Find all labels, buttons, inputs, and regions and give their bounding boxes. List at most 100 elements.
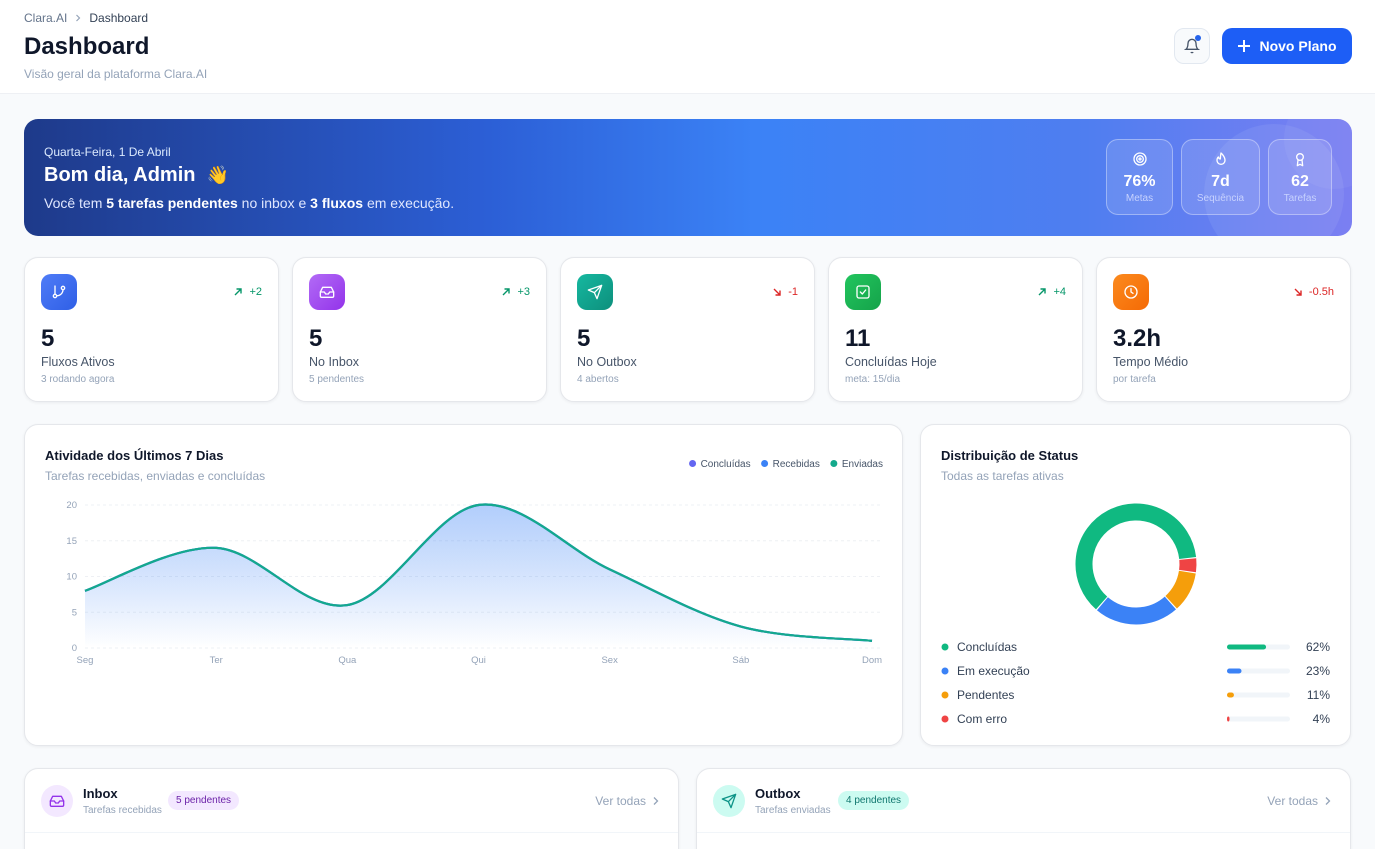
delta-text: +3 xyxy=(517,286,530,298)
badge-dot xyxy=(1195,35,1201,41)
delta-text: -0.5h xyxy=(1308,286,1334,298)
icon xyxy=(1124,285,1138,299)
crumb: Dashboard xyxy=(89,11,149,25)
view-all-link[interactable]: Ver todas xyxy=(1267,794,1332,808)
kpi-value: 5 xyxy=(577,325,591,352)
plus-icon xyxy=(1238,40,1251,52)
list-panel: Outbox Tarefas enviadas 4 pendentes Ver tod… xyxy=(696,768,1351,849)
breadcrumb: Clara.AI Dashboard xyxy=(24,11,148,25)
kpi-label: No Outbox xyxy=(577,355,637,369)
panel-title: Inbox xyxy=(83,786,118,801)
kpi-value: 5 xyxy=(41,325,55,352)
notifications-button[interactable] xyxy=(1174,28,1210,64)
panel-icon xyxy=(41,785,73,817)
trend-arrow xyxy=(773,288,781,296)
kpi-note: 3 rodando agora xyxy=(41,374,115,385)
kpi-note: 5 pendentes xyxy=(309,374,365,385)
decoration xyxy=(1204,119,1352,236)
icon xyxy=(1215,152,1226,165)
kpi-card: +4 11 Concluídas Hoje meta: 15/dia xyxy=(828,257,1083,402)
kpi-card: -1 5 No Outbox 4 abertos xyxy=(560,257,815,402)
bell-icon xyxy=(1184,38,1200,54)
stat-box: 62 Tarefas xyxy=(1268,139,1332,215)
highlight: 3 fluxos xyxy=(310,195,364,211)
list-panel: Inbox Tarefas recebidas 5 pendentes Ver tod… xyxy=(24,768,679,849)
delta-text: -1 xyxy=(788,286,798,298)
stat-value: 7d xyxy=(1211,173,1230,190)
page-subtitle: Visão geral da plataforma Clara.AI xyxy=(24,67,208,81)
kpi-card: +2 5 Fluxos Ativos 3 rodando agora xyxy=(24,257,279,402)
kpi-card: +3 5 No Inbox 5 pendentes xyxy=(292,257,547,402)
icon xyxy=(856,285,870,299)
panel-subtitle: Todas as tarefas ativas xyxy=(941,469,1064,483)
text: em execução. xyxy=(363,195,455,211)
kpi-icon xyxy=(845,274,881,310)
badge: 4 pendentes xyxy=(838,791,910,810)
trend-arrow xyxy=(234,288,243,296)
greeting-text: Bom dia, Admin xyxy=(44,164,196,186)
kpi-icon xyxy=(309,274,345,310)
stat-label: Metas xyxy=(1125,193,1154,204)
panel-subtitle: Tarefas recebidas, enviadas e concluídas xyxy=(45,469,266,483)
kpi-label: No Inbox xyxy=(309,355,360,369)
chevron xyxy=(1325,797,1331,805)
icon xyxy=(52,285,66,299)
text: no inbox e xyxy=(237,195,311,211)
trend-arrow xyxy=(1038,288,1047,296)
kpi-delta: +2 xyxy=(233,286,262,298)
kpi-value: 3.2h xyxy=(1113,325,1162,352)
panel-subtitle: Tarefas recebidas xyxy=(83,805,162,816)
trend-arrow xyxy=(502,288,511,296)
crumb[interactable]: Clara.AI xyxy=(24,11,68,25)
kpi-note: meta: 15/dia xyxy=(845,374,901,385)
kpi-note: por tarefa xyxy=(1113,374,1156,385)
icon xyxy=(1296,153,1304,167)
page-title: Dashboard xyxy=(24,33,150,60)
stat-label: Sequência xyxy=(1196,193,1245,204)
header: Clara.AI Dashboard Dashboard Visão geral… xyxy=(0,0,1375,94)
kpi-delta: +4 xyxy=(1037,286,1066,298)
stat-box: 76% Metas xyxy=(1106,139,1173,215)
icon xyxy=(1132,152,1147,166)
chevron xyxy=(653,797,659,805)
kpi-value: 11 xyxy=(845,325,871,352)
stat-value: 62 xyxy=(1291,173,1309,190)
kpi-icon xyxy=(41,274,77,310)
highlight: 5 tarefas pendentes xyxy=(106,195,238,211)
kpi-delta: -0.5h xyxy=(1293,286,1334,298)
link-text: Ver todas xyxy=(1267,794,1318,808)
stat-label: Tarefas xyxy=(1283,193,1317,204)
new-plan-button[interactable]: Novo Plano xyxy=(1222,28,1352,64)
icon xyxy=(319,286,335,298)
panel-title: Atividade dos Últimos 7 Dias xyxy=(45,448,224,463)
activity-panel: Atividade dos Últimos 7 Dias Tarefas rec… xyxy=(24,424,903,746)
kpi-icon xyxy=(1113,274,1149,310)
panel-title: Distribuição de Status xyxy=(941,448,1079,463)
kpi-label: Concluídas Hoje xyxy=(845,355,937,369)
icon xyxy=(587,284,603,300)
badge: 5 pendentes xyxy=(168,791,240,810)
text: Você tem xyxy=(44,195,107,211)
kpi-label: Tempo Médio xyxy=(1113,355,1189,369)
delta-text: +2 xyxy=(249,286,262,298)
divider xyxy=(25,832,678,833)
greeting: Bom dia, Admin 👋 xyxy=(44,164,229,187)
link-text: Ver todas xyxy=(595,794,646,808)
kpi-delta: -1 xyxy=(772,286,798,298)
kpi-icon xyxy=(577,274,613,310)
kpi-card: -0.5h 3.2h Tempo Médio por tarefa xyxy=(1096,257,1351,402)
stat-value: 76% xyxy=(1123,173,1156,190)
kpi-label: Fluxos Ativos xyxy=(41,355,115,369)
kpi-value: 5 xyxy=(309,325,323,352)
stat-box: 7d Sequência xyxy=(1181,139,1260,215)
divider xyxy=(697,832,1350,833)
view-all-link[interactable]: Ver todas xyxy=(595,794,660,808)
kpi-note: 4 abertos xyxy=(577,374,619,385)
kpi-delta: +3 xyxy=(501,286,530,298)
delta-text: +4 xyxy=(1053,286,1066,298)
chevron xyxy=(76,14,81,22)
icon xyxy=(49,795,65,807)
panel-icon xyxy=(713,785,745,817)
status-panel: Distribuição de Status Todas as tarefas … xyxy=(920,424,1351,746)
